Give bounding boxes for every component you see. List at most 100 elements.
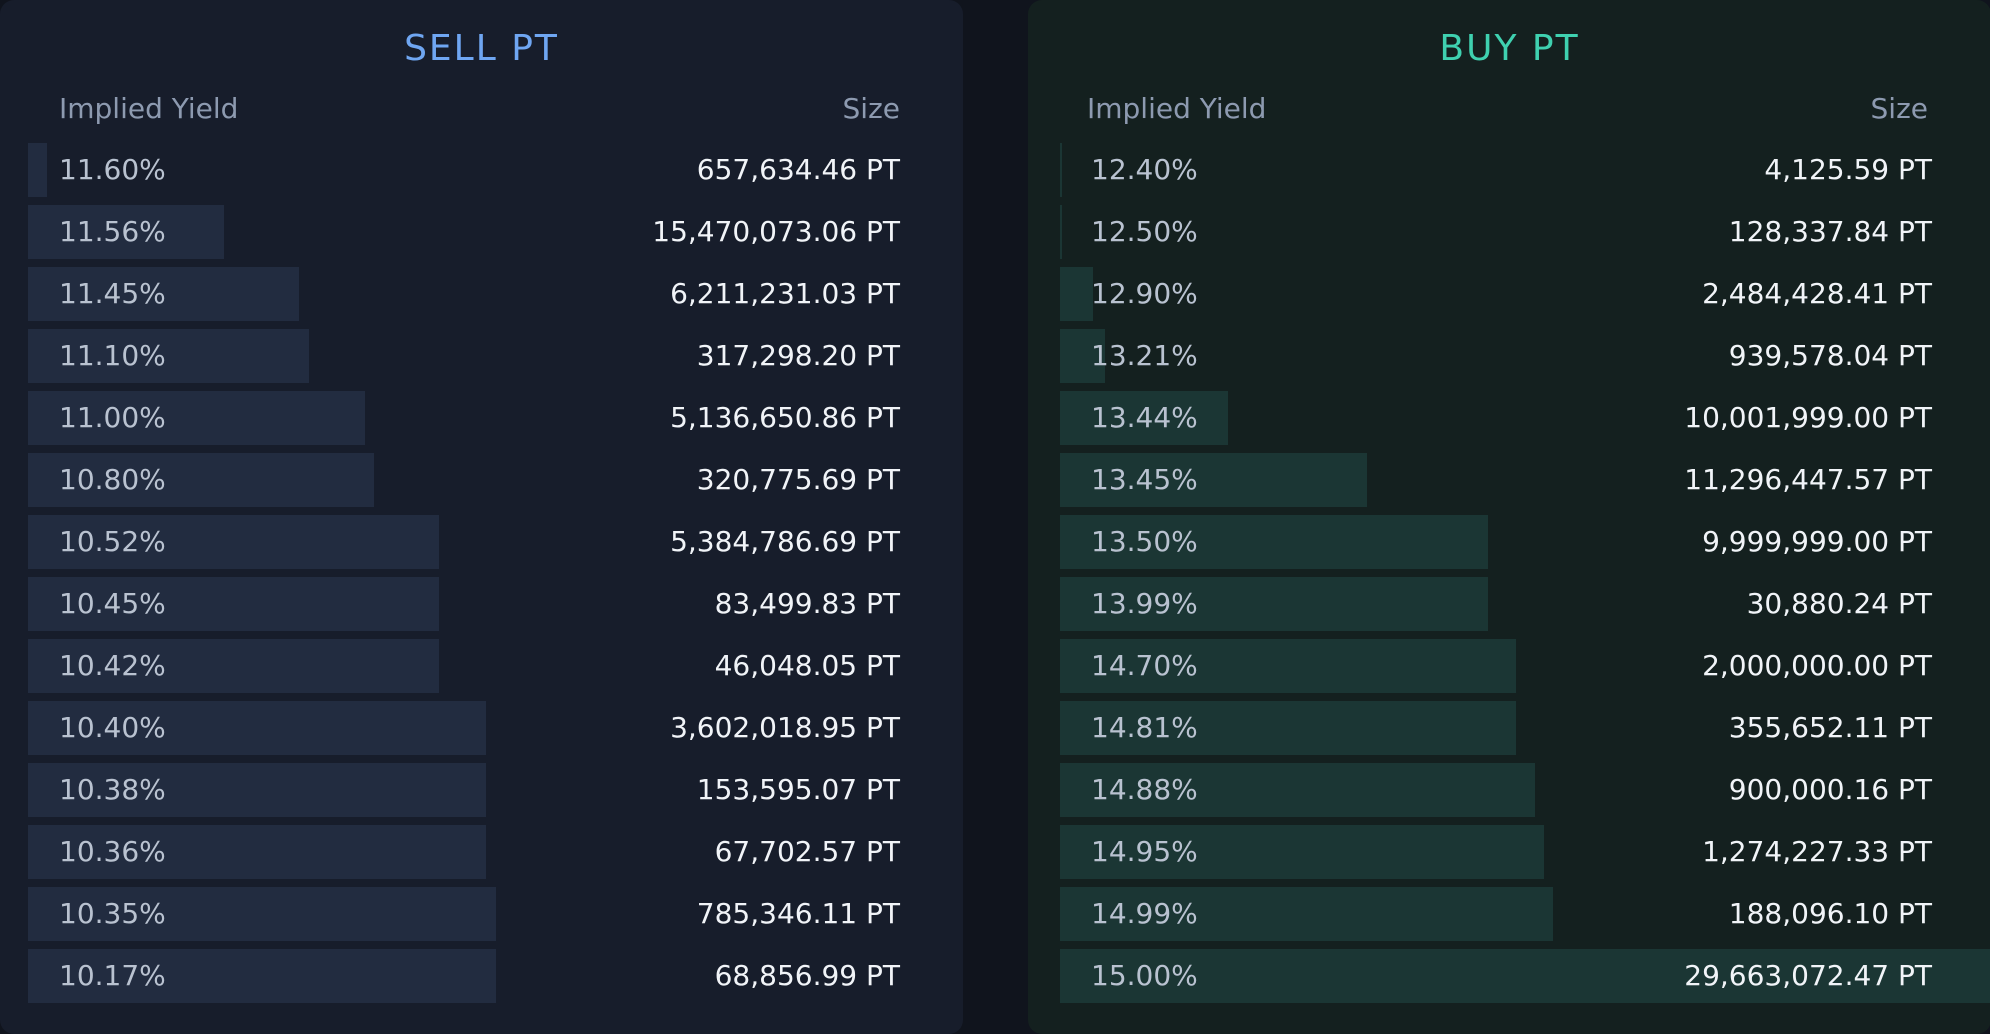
buy-depth-bar [1060, 453, 1367, 507]
buy-order-row[interactable]: 13.99% 30,880.24 PT [1060, 577, 1990, 631]
buy-order-size: 2,000,000.00 PT [1702, 649, 1932, 682]
buy-order-size: 9,999,999.00 PT [1702, 525, 1932, 558]
sell-depth-bar [28, 763, 486, 817]
buy-order-size: 188,096.10 PT [1728, 897, 1932, 930]
sell-order-size: 15,470,073.06 PT [652, 215, 900, 248]
sell-order-size: 5,136,650.86 PT [670, 401, 900, 434]
sell-size-header: Size [842, 92, 900, 125]
buy-order-row[interactable]: 14.81% 355,652.11 PT [1060, 701, 1990, 755]
buy-depth-bar [1060, 949, 1990, 1003]
sell-order-row[interactable]: 11.00% 5,136,650.86 PT [28, 391, 963, 445]
sell-depth-bar [28, 515, 439, 569]
sell-order-size: 320,775.69 PT [696, 463, 900, 496]
sell-implied-yield: 10.80% [59, 463, 166, 496]
buy-depth-bar [1060, 577, 1488, 631]
sell-order-size: 3,602,018.95 PT [670, 711, 900, 744]
sell-order-row[interactable]: 10.42% 46,048.05 PT [28, 639, 963, 693]
sell-depth-bar [28, 825, 486, 879]
buy-order-row[interactable]: 14.70% 2,000,000.00 PT [1060, 639, 1990, 693]
sell-implied-yield: 11.45% [59, 277, 166, 310]
buy-order-row[interactable]: 14.88% 900,000.16 PT [1060, 763, 1990, 817]
sell-order-row[interactable]: 10.80% 320,775.69 PT [28, 453, 963, 507]
buy-order-row[interactable]: 15.00% 29,663,072.47 PT [1060, 949, 1990, 1003]
buy-implied-yield: 12.50% [1091, 215, 1198, 248]
sell-order-size: 67,702.57 PT [714, 835, 900, 868]
sell-order-size: 6,211,231.03 PT [670, 277, 900, 310]
sell-depth-bar [28, 143, 47, 197]
sell-implied-yield: 10.42% [59, 649, 166, 682]
buy-order-size: 11,296,447.57 PT [1684, 463, 1932, 496]
buy-order-size: 29,663,072.47 PT [1684, 959, 1932, 992]
sell-order-row[interactable]: 10.38% 153,595.07 PT [28, 763, 963, 817]
buy-order-row[interactable]: 12.90% 2,484,428.41 PT [1060, 267, 1990, 321]
sell-implied-yield: 10.36% [59, 835, 166, 868]
sell-depth-bar [28, 453, 374, 507]
sell-pt-title: SELL PT [404, 28, 559, 69]
buy-order-row[interactable]: 13.44% 10,001,999.00 PT [1060, 391, 1990, 445]
sell-implied-yield: 11.00% [59, 401, 166, 434]
sell-implied-yield: 10.17% [59, 959, 166, 992]
sell-order-row[interactable]: 11.56% 15,470,073.06 PT [28, 205, 963, 259]
sell-order-size: 657,634.46 PT [696, 153, 900, 186]
buy-order-size: 2,484,428.41 PT [1702, 277, 1932, 310]
buy-depth-bar [1060, 887, 1553, 941]
sell-order-row[interactable]: 11.60% 657,634.46 PT [28, 143, 963, 197]
buy-order-size: 355,652.11 PT [1728, 711, 1932, 744]
buy-depth-bar [1060, 515, 1488, 569]
buy-implied-yield: 14.95% [1091, 835, 1198, 868]
sell-order-row[interactable]: 10.36% 67,702.57 PT [28, 825, 963, 879]
sell-order-size: 68,856.99 PT [714, 959, 900, 992]
buy-implied-yield: 14.70% [1091, 649, 1198, 682]
sell-depth-bar [28, 949, 496, 1003]
sell-order-row[interactable]: 10.40% 3,602,018.95 PT [28, 701, 963, 755]
sell-order-size: 46,048.05 PT [714, 649, 900, 682]
buy-implied-yield: 13.50% [1091, 525, 1198, 558]
sell-order-size: 317,298.20 PT [696, 339, 900, 372]
sell-depth-bar [28, 267, 299, 321]
buy-order-size: 128,337.84 PT [1728, 215, 1932, 248]
sell-order-list: 11.60% 657,634.46 PT 11.56% 15,470,073.06 P… [28, 143, 963, 1011]
sell-depth-bar [28, 577, 439, 631]
buy-order-row[interactable]: 12.50% 128,337.84 PT [1060, 205, 1990, 259]
buy-pt-title: BUY PT [1439, 28, 1580, 69]
sell-implied-yield: 11.56% [59, 215, 166, 248]
sell-order-row[interactable]: 11.10% 317,298.20 PT [28, 329, 963, 383]
sell-depth-bar [28, 329, 309, 383]
buy-order-row[interactable]: 13.50% 9,999,999.00 PT [1060, 515, 1990, 569]
buy-implied-yield: 12.90% [1091, 277, 1198, 310]
sell-depth-bar [28, 701, 486, 755]
buy-order-size: 4,125.59 PT [1764, 153, 1932, 186]
buy-implied-yield: 13.99% [1091, 587, 1198, 620]
sell-depth-bar [28, 639, 439, 693]
sell-implied-yield: 10.52% [59, 525, 166, 558]
buy-implied-yield: 14.81% [1091, 711, 1198, 744]
buy-order-row[interactable]: 12.40% 4,125.59 PT [1060, 143, 1990, 197]
buy-order-row[interactable]: 14.95% 1,274,227.33 PT [1060, 825, 1990, 879]
buy-order-row[interactable]: 13.45% 11,296,447.57 PT [1060, 453, 1990, 507]
sell-depth-bar [28, 205, 224, 259]
sell-depth-bar [28, 391, 365, 445]
buy-order-size: 939,578.04 PT [1728, 339, 1932, 372]
sell-implied-yield: 11.10% [59, 339, 166, 372]
sell-order-size: 785,346.11 PT [696, 897, 900, 930]
sell-order-row[interactable]: 10.52% 5,384,786.69 PT [28, 515, 963, 569]
sell-implied-yield: 10.35% [59, 897, 166, 930]
sell-order-row[interactable]: 10.45% 83,499.83 PT [28, 577, 963, 631]
sell-order-row[interactable]: 10.35% 785,346.11 PT [28, 887, 963, 941]
buy-depth-bar [1060, 267, 1093, 321]
buy-depth-bar [1060, 763, 1535, 817]
sell-order-row[interactable]: 11.45% 6,211,231.03 PT [28, 267, 963, 321]
buy-yield-header: Implied Yield [1087, 92, 1267, 125]
buy-order-row[interactable]: 14.99% 188,096.10 PT [1060, 887, 1990, 941]
buy-implied-yield: 15.00% [1091, 959, 1198, 992]
buy-size-header: Size [1870, 92, 1928, 125]
sell-implied-yield: 11.60% [59, 153, 166, 186]
buy-order-size: 900,000.16 PT [1728, 773, 1932, 806]
sell-order-size: 153,595.07 PT [696, 773, 900, 806]
sell-order-size: 83,499.83 PT [714, 587, 900, 620]
buy-depth-bar [1060, 391, 1228, 445]
sell-order-size: 5,384,786.69 PT [670, 525, 900, 558]
buy-order-row[interactable]: 13.21% 939,578.04 PT [1060, 329, 1990, 383]
sell-order-row[interactable]: 10.17% 68,856.99 PT [28, 949, 963, 1003]
